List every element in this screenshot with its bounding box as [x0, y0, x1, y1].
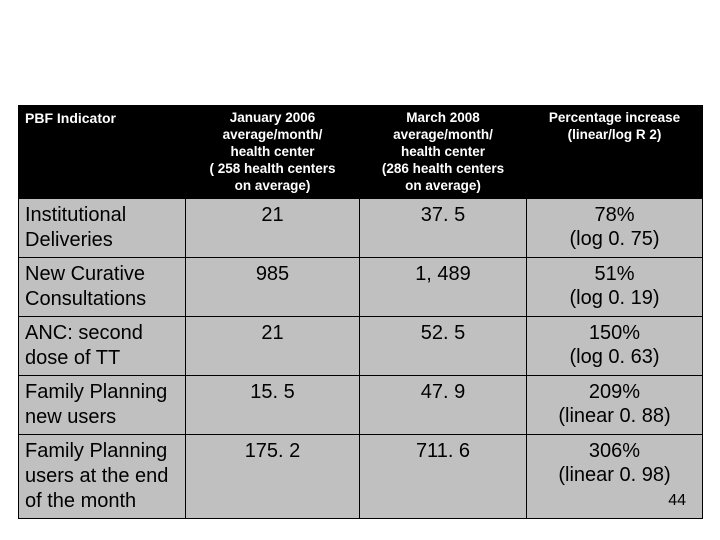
cell-pct: 209% (linear 0. 88)	[527, 376, 703, 435]
cell-jan2006: 175. 2	[186, 435, 360, 519]
cell-jan2006: 985	[186, 258, 360, 317]
col-header-jan2006-l5: on average)	[235, 178, 311, 193]
col-header-pct-l2: (linear/log R 2)	[568, 127, 662, 142]
col-header-jan2006-l1: January 2006	[230, 110, 316, 125]
cell-indicator: New Curative Consultations	[19, 258, 186, 317]
col-header-mar2008-l3: health center	[401, 144, 485, 159]
page-number: 44	[668, 492, 686, 510]
pbf-indicator-table: PBF Indicator January 2006 average/month…	[18, 105, 703, 519]
table-row: Family Planning users at the end of the …	[19, 435, 703, 519]
col-header-mar2008-l5: on average)	[405, 178, 481, 193]
col-header-jan2006-l3: health center	[230, 144, 314, 159]
pct-detail: (log 0. 19)	[569, 286, 659, 310]
pct-detail: (log 0. 75)	[569, 227, 659, 251]
pct-value: 51%	[594, 262, 634, 286]
col-header-pct-l1: Percentage increase	[549, 110, 680, 125]
cell-pct: 150% (log 0. 63)	[527, 317, 703, 376]
slide-page: PBF Indicator January 2006 average/month…	[0, 0, 720, 540]
cell-pct: 78% (log 0. 75)	[527, 199, 703, 258]
table-row: New Curative Consultations 985 1, 489 51…	[19, 258, 703, 317]
cell-jan2006: 21	[186, 199, 360, 258]
cell-indicator: Family Planning users at the end of the …	[19, 435, 186, 519]
col-header-mar2008-l2: average/month/	[393, 127, 493, 142]
cell-mar2008: 47. 9	[360, 376, 527, 435]
cell-mar2008: 711. 6	[360, 435, 527, 519]
col-header-mar2008-l1: March 2008	[406, 110, 480, 125]
pct-detail: (linear 0. 98)	[558, 463, 670, 487]
col-header-pct-increase: Percentage increase (linear/log R 2)	[527, 106, 703, 199]
pct-detail: (log 0. 63)	[569, 345, 659, 369]
pct-value: 150%	[589, 321, 640, 345]
table-row: Institutional Deliveries 21 37. 5 78% (l…	[19, 199, 703, 258]
cell-pct: 51% (log 0. 19)	[527, 258, 703, 317]
col-header-jan2006-l4: ( 258 health centers	[209, 161, 335, 176]
table-header-row: PBF Indicator January 2006 average/month…	[19, 106, 703, 199]
cell-indicator: Family Planning new users	[19, 376, 186, 435]
cell-indicator: Institutional Deliveries	[19, 199, 186, 258]
cell-mar2008: 37. 5	[360, 199, 527, 258]
pct-detail: (linear 0. 88)	[558, 404, 670, 428]
pct-value: 306%	[589, 439, 640, 463]
cell-mar2008: 52. 5	[360, 317, 527, 376]
col-header-mar2008: March 2008 average/month/ health center …	[360, 106, 527, 199]
cell-indicator: ANC: second dose of TT	[19, 317, 186, 376]
cell-jan2006: 15. 5	[186, 376, 360, 435]
col-header-indicator: PBF Indicator	[19, 106, 186, 199]
pct-value: 78%	[594, 203, 634, 227]
col-header-jan2006: January 2006 average/month/ health cente…	[186, 106, 360, 199]
pct-value: 209%	[589, 380, 640, 404]
col-header-jan2006-l2: average/month/	[223, 127, 323, 142]
cell-mar2008: 1, 489	[360, 258, 527, 317]
table-row: ANC: second dose of TT 21 52. 5 150% (lo…	[19, 317, 703, 376]
col-header-mar2008-l4: (286 health centers	[382, 161, 504, 176]
table-row: Family Planning new users 15. 5 47. 9 20…	[19, 376, 703, 435]
cell-jan2006: 21	[186, 317, 360, 376]
